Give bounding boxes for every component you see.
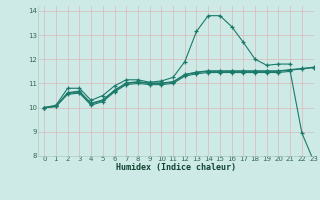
X-axis label: Humidex (Indice chaleur): Humidex (Indice chaleur) [116, 163, 236, 172]
